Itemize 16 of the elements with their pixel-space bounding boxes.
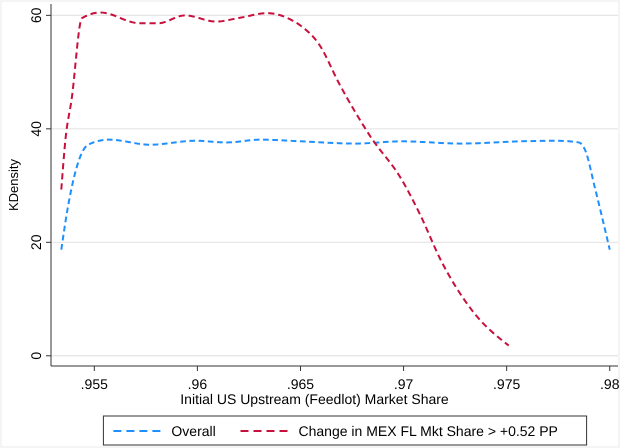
legend-label: Change in MEX FL Mkt Share > +0.52 PP <box>298 423 558 439</box>
x-tick-label: .98 <box>600 376 620 392</box>
line-series <box>60 138 611 251</box>
y-tick-label: 0 <box>28 352 44 360</box>
y-tick-label: 20 <box>28 234 44 250</box>
y-axis-title: KDensity <box>6 158 21 212</box>
x-tick-label: .975 <box>493 376 520 392</box>
y-tick-label: 40 <box>28 120 44 137</box>
x-tick-label: .955 <box>80 376 108 392</box>
line-series <box>60 12 510 347</box>
x-tick-label: .965 <box>286 376 314 392</box>
x-tick-label: .97 <box>394 376 414 392</box>
legend-label: Overall <box>171 423 216 439</box>
x-axis-title: Initial US Upstream (Feedlot) Market Share <box>180 391 449 407</box>
x-tick-label: .96 <box>188 376 208 392</box>
y-tick-label: 60 <box>28 7 44 24</box>
